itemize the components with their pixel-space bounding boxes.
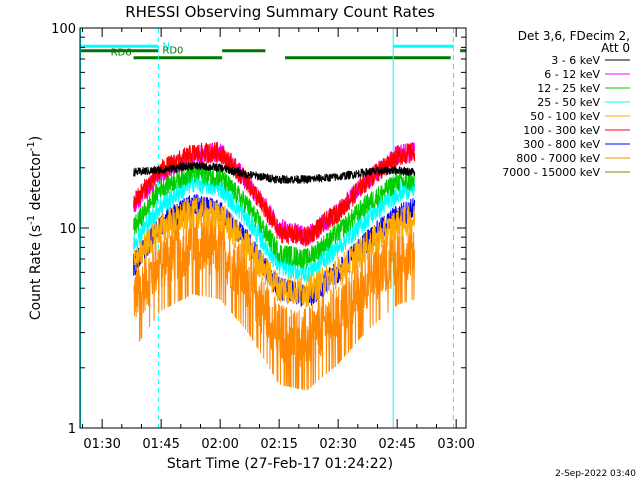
legend-label: 7000 - 15000 keV: [502, 166, 600, 179]
y-tick-label: 1: [68, 422, 76, 437]
x-tick-label: 01:45: [142, 437, 179, 452]
legend-label: 6 - 12 keV: [544, 68, 600, 81]
flag-label: RD6: [111, 48, 132, 59]
series-line: [133, 160, 416, 185]
legend-label: 3 - 6 keV: [551, 54, 600, 67]
flag-label: RD0: [162, 46, 183, 57]
flag-label: N: [162, 41, 169, 52]
x-axis-label: Start Time (27-Feb-17 01:24:22): [167, 456, 393, 472]
series-group: [133, 141, 416, 391]
legend-label: 800 - 7000 keV: [516, 152, 600, 165]
series-line: [133, 141, 416, 247]
series-line: [133, 214, 416, 391]
legend-label: 12 - 25 keV: [537, 82, 600, 95]
x-tick-label: 02:30: [319, 437, 356, 452]
y-tick-label: 10: [59, 222, 76, 237]
x-tick-label: 03:00: [437, 437, 474, 452]
footer-timestamp: 2-Sep-2022 03:40: [555, 469, 636, 479]
chart-title: RHESSI Observing Summary Count Rates: [125, 3, 435, 21]
y-axis-label: Count Rate (s-1 detector-1): [26, 136, 44, 320]
x-tick-label: 02:45: [378, 437, 415, 452]
series-line: [133, 161, 416, 269]
legend-title-line-1: Det 3,6, FDecim 2,: [518, 29, 630, 43]
legend-label: 25 - 50 keV: [537, 96, 600, 109]
legend-title-line-2: Att 0: [601, 41, 630, 55]
legend-label: 300 - 800 keV: [523, 138, 600, 151]
x-tick-label: 01:30: [83, 437, 120, 452]
y-tick-label: 100: [51, 22, 76, 37]
y-axis-ticks: 1 10 100: [51, 22, 466, 437]
legend-label: 100 - 300 keV: [523, 124, 600, 137]
legend-label: 50 - 100 keV: [530, 110, 600, 123]
series-line: [133, 196, 416, 308]
x-tick-label: 02:15: [260, 437, 297, 452]
series-line: [133, 172, 416, 283]
x-tick-label: 02:00: [201, 437, 238, 452]
x-axis-ticks: 01:30 01:45 02:00 02:15 02:30 02:45 03:00: [81, 28, 475, 452]
